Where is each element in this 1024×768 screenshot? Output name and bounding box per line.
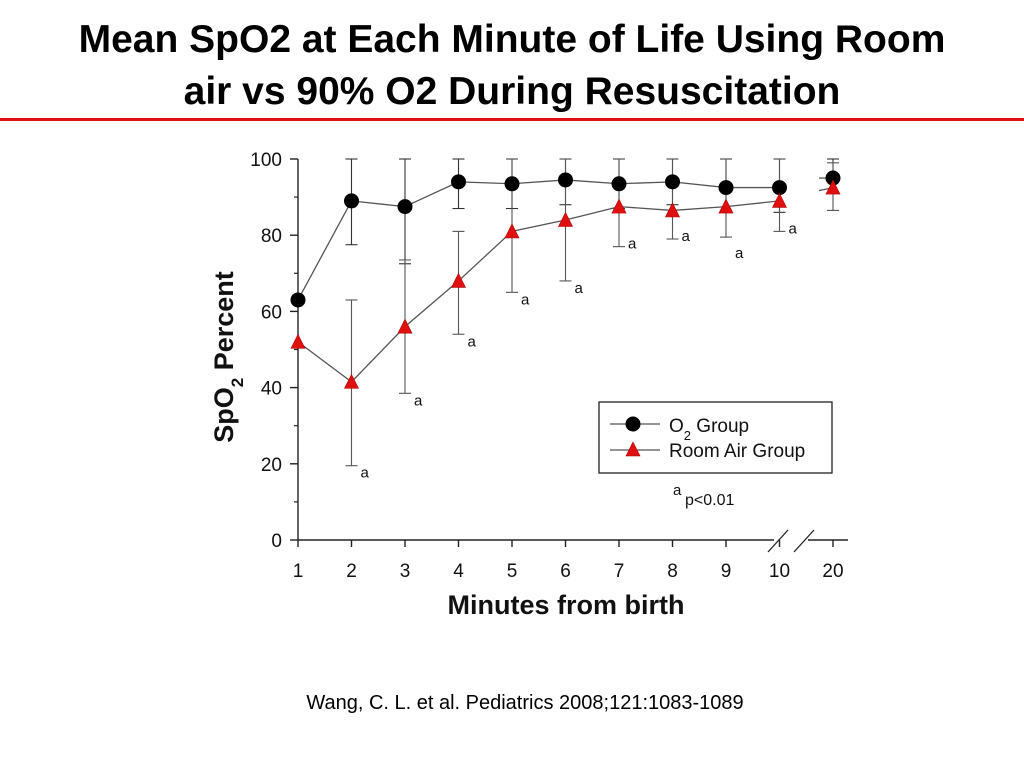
y-tick-label: 20 — [261, 455, 282, 476]
x-tick-label: 4 — [453, 561, 464, 582]
significance-marker: a — [628, 236, 637, 253]
y-tick-label: 80 — [261, 226, 282, 247]
x-tick-label: 10 — [769, 561, 790, 582]
y-tick-label: 0 — [271, 531, 282, 552]
legend-box — [598, 401, 833, 474]
significance-marker: a — [789, 220, 798, 237]
citation: Wang, C. L. et al. Pediatrics 2008;121:1… — [306, 692, 744, 714]
chart-axes: 0 20 40 60 80 100 1 2 3 4 5 6 7 8 9 10 20 Minutes from bi… — [209, 150, 848, 620]
slide-title: Mean SpO2 at Each Minute of Life Using R… — [0, 14, 1024, 118]
slide-title-line2: air vs 90% O2 During Resuscitation — [183, 70, 841, 113]
legend-o2-marker — [625, 416, 641, 432]
o2-group-point — [611, 176, 627, 192]
significance-marker: a — [414, 392, 423, 409]
series-line — [297, 200, 780, 383]
room-air-point — [558, 211, 573, 227]
x-axis-label: Minutes from birth — [448, 590, 685, 620]
significance-note-marker: a — [673, 482, 682, 499]
y-tick-label: 60 — [261, 302, 282, 323]
o2-group-point — [451, 174, 466, 190]
room-air-point — [718, 198, 734, 214]
significance-marker: a — [468, 333, 477, 350]
y-tick-label: 100 — [250, 150, 282, 171]
x-tick-label: 7 — [614, 561, 625, 582]
x-tick-label: 8 — [667, 561, 678, 582]
significance-note: p<0.01 — [685, 492, 734, 509]
axis-break-mark — [767, 529, 789, 553]
o2-group-point — [344, 193, 359, 209]
room-air-point — [397, 318, 413, 334]
legend-room-air-marker — [625, 441, 641, 457]
o2-group-point — [825, 170, 841, 186]
series-markers — [290, 170, 841, 389]
room-air-point — [504, 223, 520, 239]
y-tick-label: 40 — [261, 379, 282, 400]
o2-group-point — [558, 172, 573, 188]
room-air-point — [451, 272, 466, 288]
x-tick-label: 20 — [822, 561, 843, 582]
significance-marker: a — [575, 280, 584, 297]
o2-group-point — [504, 176, 520, 192]
o2-group-point — [290, 292, 306, 308]
room-air-point — [344, 373, 359, 389]
x-tick-label: 1 — [293, 561, 304, 582]
o2-group-point — [718, 180, 734, 196]
o2-group-point — [772, 180, 787, 196]
x-tick-label: 3 — [400, 561, 411, 582]
axis-break-mark — [793, 529, 815, 553]
significance-marker: a — [735, 245, 744, 262]
legend-o2-label: O2 Group — [669, 416, 749, 443]
x-tick-label: 6 — [560, 561, 571, 582]
o2-group-point — [665, 174, 680, 190]
slide-title-line1: Mean SpO2 at Each Minute of Life Using R… — [78, 18, 946, 61]
o2-group-point — [397, 199, 413, 215]
series-line — [297, 179, 780, 301]
room-air-point — [772, 192, 787, 208]
significance-marker: a — [521, 291, 530, 308]
room-air-point — [665, 202, 680, 218]
room-air-point — [825, 179, 841, 195]
x-tick-label: 5 — [507, 561, 518, 582]
x-tick-label: 9 — [721, 561, 732, 582]
legend-room-air-label: Room Air Group — [669, 441, 805, 462]
significance-marker: a — [682, 228, 691, 245]
room-air-point — [290, 333, 306, 349]
room-air-point — [611, 198, 627, 214]
significance-marker: a — [361, 465, 370, 482]
x-tick-label: 2 — [346, 561, 357, 582]
y-axis-label: SpO2 Percent — [209, 271, 247, 443]
title-divider — [0, 118, 1024, 121]
